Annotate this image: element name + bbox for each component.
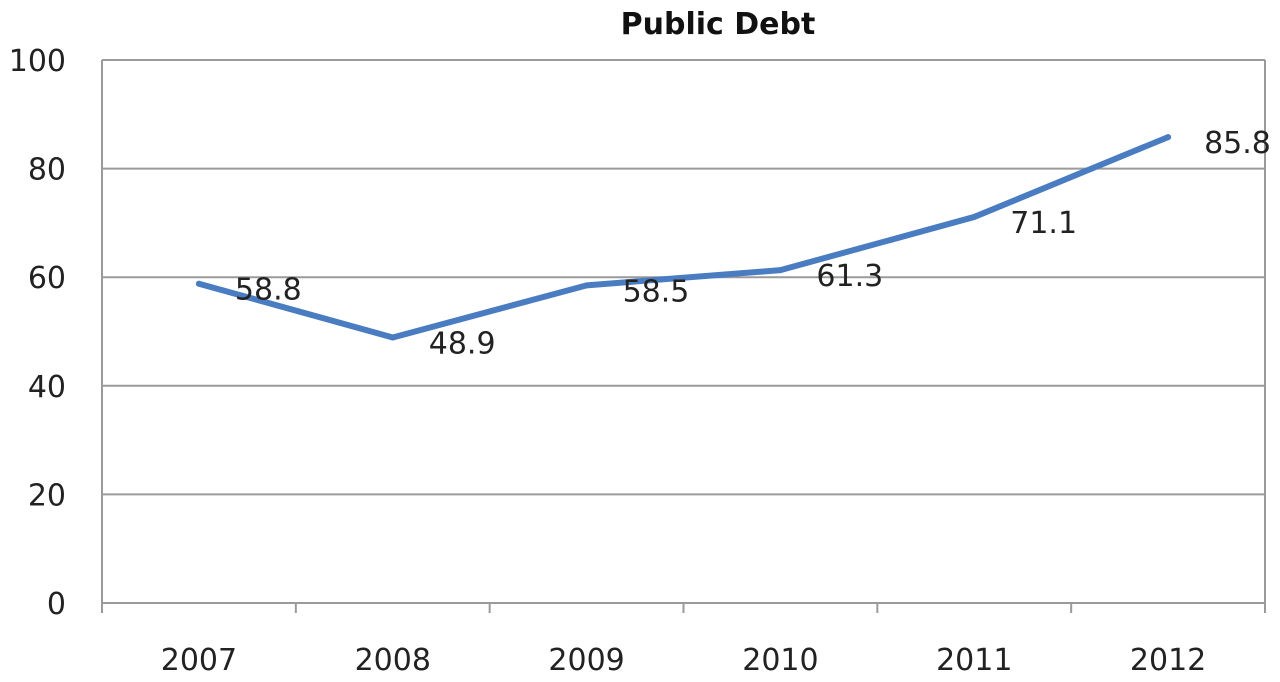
data-point [389, 334, 396, 341]
x-tick-label: 2010 [742, 643, 818, 678]
data-point [971, 213, 978, 220]
data-label: 85.8 [1204, 126, 1271, 161]
series-line [195, 134, 1172, 341]
chart-title: Public Debt [621, 7, 816, 42]
data-label: 61.3 [816, 259, 883, 294]
x-tick-label: 2007 [161, 643, 237, 678]
data-label: 48.9 [429, 326, 496, 361]
y-tick-label: 60 [28, 261, 66, 296]
data-label: 58.8 [235, 273, 302, 308]
data-labels: 58.8 48.9 58.5 61.3 71.1 85.8 [235, 126, 1271, 361]
y-tick-label: 100 [9, 44, 66, 79]
data-point [1165, 134, 1172, 141]
axes: 0 20 40 60 80 100 2007 2008 2009 2010 2011 2012 [9, 44, 1266, 678]
x-tick-label: 2009 [548, 643, 624, 678]
gridlines [101, 59, 1266, 604]
data-point [583, 282, 590, 289]
y-tick-label: 20 [28, 478, 66, 513]
data-label: 71.1 [1010, 206, 1077, 241]
x-tick-label: 2012 [1130, 643, 1206, 678]
data-point [195, 280, 202, 287]
y-tick-label: 80 [28, 153, 66, 188]
x-tick-label: 2008 [355, 643, 431, 678]
y-tick-label: 40 [28, 370, 66, 405]
x-tick-label: 2011 [936, 643, 1012, 678]
series-layer [195, 134, 1172, 341]
y-tick-label: 0 [47, 587, 66, 622]
data-label: 58.5 [623, 274, 690, 309]
data-point [777, 267, 784, 274]
